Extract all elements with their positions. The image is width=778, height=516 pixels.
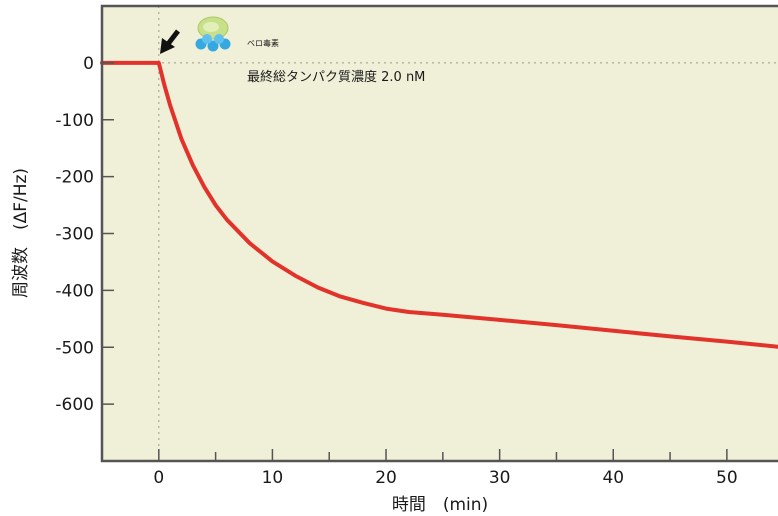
x-tick-label: 20 bbox=[375, 468, 397, 488]
y-tick-label: -400 bbox=[55, 281, 94, 301]
x-tick-label: 40 bbox=[602, 468, 624, 488]
series-line-0 bbox=[100, 60, 778, 349]
y-tick-label: -500 bbox=[55, 338, 94, 358]
y-tick-label: 0 bbox=[83, 54, 94, 74]
y-tick-label: -100 bbox=[55, 111, 94, 131]
series-layer bbox=[100, 60, 778, 349]
protein-molecule-icon bbox=[195, 16, 231, 52]
y-tick-label: -300 bbox=[55, 225, 94, 245]
y-tick-label: -600 bbox=[55, 395, 94, 415]
x-tick-label: 0 bbox=[153, 468, 164, 488]
x-tick-label: 30 bbox=[489, 468, 511, 488]
y-axis-ticks: 0 -100 -200 -300 -400 -500 -600 bbox=[55, 54, 114, 415]
x-tick-label: 50 bbox=[716, 468, 738, 488]
y-tick-label: -200 bbox=[55, 168, 94, 188]
x-axis-ticks: 0 10 20 30 40 50 bbox=[101, 449, 738, 488]
plot-area bbox=[102, 6, 778, 461]
concentration-label: 最終総タンパク質濃度 2.0 nM bbox=[247, 69, 425, 85]
y-axis-title: 周波数 (ΔF/Hz) bbox=[11, 168, 31, 298]
protein-label: ベロ毒素 bbox=[247, 38, 279, 48]
reference-lines bbox=[102, 6, 778, 461]
x-tick-label: 10 bbox=[262, 468, 284, 488]
x-axis-title: 時間 (min) bbox=[392, 495, 488, 515]
arrow-down-left-icon bbox=[160, 29, 180, 54]
